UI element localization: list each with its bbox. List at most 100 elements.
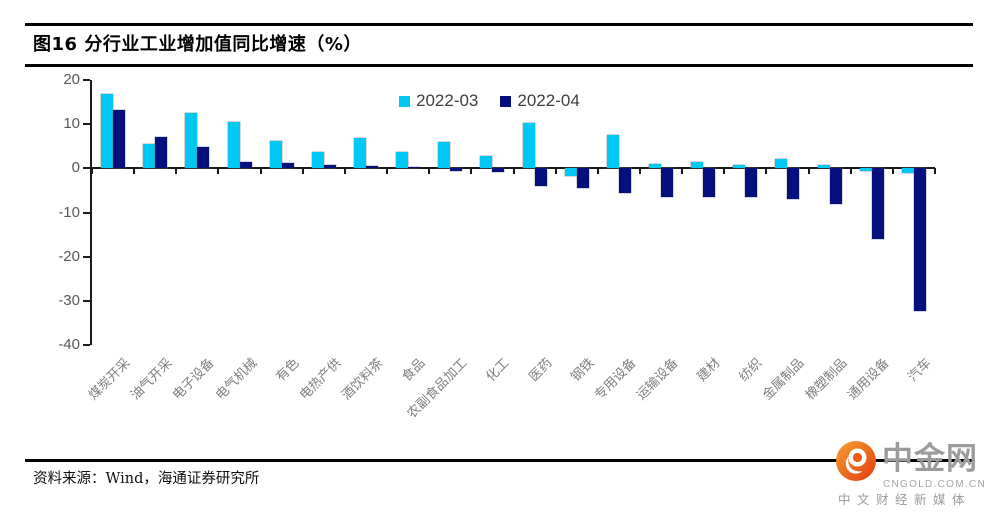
x-tick: [470, 168, 473, 175]
x-tick: [849, 168, 852, 175]
legend-item-2022-04: 2022-04: [500, 91, 580, 111]
bar-2022-04: [829, 168, 842, 205]
x-tick: [91, 168, 93, 175]
y-tick-label: -10: [58, 203, 80, 221]
legend-item-2022-03: 2022-03: [399, 91, 478, 111]
bar-2022-03: [396, 151, 409, 169]
legend-label-2022-04: 2022-04: [517, 91, 580, 110]
bar-2022-03: [353, 137, 366, 169]
x-category-label: 专用设备: [591, 355, 640, 404]
bar-2022-04: [239, 162, 252, 169]
x-category-label: 煤炭开采: [86, 355, 134, 404]
x-category-label: 酒饮料茶: [339, 355, 387, 404]
bar-2022-04: [787, 168, 800, 199]
x-tick: [638, 168, 641, 175]
y-tick-label: -30: [58, 291, 80, 309]
y-tick: [83, 211, 90, 214]
x-category-label: 电热产供: [296, 355, 345, 404]
logo-tagline: 中文财经新媒体: [838, 493, 972, 507]
y-tick-label: -40: [58, 336, 80, 353]
bar-2022-04: [745, 168, 758, 198]
x-category-label: 运输设备: [634, 355, 682, 404]
x-tick: [133, 168, 136, 175]
x-tick: [512, 168, 515, 175]
legend-swatch-2022-04: [500, 95, 512, 107]
x-tick: [681, 168, 684, 175]
bar-2022-04: [197, 146, 210, 169]
figure-title: 图16 分行业工业增加值同比增速（%）: [33, 34, 362, 55]
bar-2022-04: [534, 168, 547, 186]
y-tick: [83, 123, 90, 126]
x-category-label: 通用设备: [844, 355, 893, 404]
x-tick: [934, 168, 936, 175]
bar-2022-03: [101, 94, 114, 169]
bar-2022-04: [408, 166, 421, 169]
x-category-label: 橡塑制品: [802, 355, 851, 404]
bar-2022-04: [450, 168, 463, 171]
bar-2022-03: [185, 112, 198, 169]
bar-2022-04: [703, 168, 716, 197]
cngold-logo-icon: [836, 441, 876, 481]
bar-2022-03: [859, 168, 872, 172]
x-tick: [723, 168, 726, 175]
bar-2022-03: [733, 164, 746, 169]
x-tick: [765, 168, 768, 175]
bar-2022-04: [913, 168, 926, 311]
bar-2022-03: [691, 161, 704, 169]
bar-2022-03: [649, 163, 662, 169]
source-note: 资料来源：Wind，海通证券研究所: [33, 471, 260, 487]
x-tick: [259, 168, 262, 175]
x-category-label: 建材: [694, 355, 724, 385]
x-tick: [175, 168, 178, 175]
bar-2022-04: [113, 109, 126, 169]
top-divider: [25, 23, 973, 26]
x-tick: [891, 168, 894, 175]
x-category-label: 电气机械: [212, 355, 260, 404]
x-category-label: 钢铁: [568, 355, 598, 385]
bar-2022-03: [817, 164, 830, 169]
bar-2022-04: [576, 168, 589, 188]
y-tick-label: 20: [63, 71, 80, 88]
x-tick: [217, 168, 220, 175]
x-category-label: 油气开采: [128, 355, 176, 404]
x-category-label: 金属制品: [760, 355, 808, 404]
y-axis: [90, 80, 92, 345]
x-tick: [386, 168, 389, 175]
bar-2022-03: [227, 121, 240, 169]
y-tick-label: -20: [58, 247, 80, 265]
x-tick: [428, 168, 431, 175]
x-tick: [343, 168, 346, 175]
x-tick: [596, 168, 599, 175]
x-category-label: 化工: [483, 355, 513, 385]
bar-2022-03: [311, 151, 324, 169]
bar-2022-03: [438, 142, 451, 169]
bar-2022-03: [269, 140, 282, 169]
footer-divider: [25, 459, 973, 462]
bar-2022-03: [143, 144, 156, 169]
legend-label-2022-03: 2022-03: [416, 91, 479, 110]
x-tick: [554, 168, 557, 175]
x-category-label: 食品: [399, 355, 429, 385]
x-category-label: 有色: [273, 355, 303, 385]
bar-2022-03: [480, 155, 493, 169]
chart-legend: 2022-03 2022-04: [399, 91, 580, 111]
bar-2022-03: [901, 168, 914, 173]
y-tick: [83, 299, 90, 302]
x-tick: [807, 168, 810, 175]
bar-2022-04: [365, 166, 378, 169]
bar-2022-03: [606, 135, 619, 169]
bar-2022-04: [871, 168, 884, 239]
y-tick-label: 10: [63, 115, 80, 133]
bar-2022-04: [618, 168, 631, 194]
bar-2022-03: [564, 168, 577, 177]
x-tick: [301, 168, 304, 175]
x-category-label: 汽车: [905, 355, 935, 385]
x-category-label: 纺织: [736, 355, 766, 385]
x-category-label: 医药: [525, 355, 555, 385]
y-tick: [83, 79, 90, 81]
bar-2022-03: [775, 159, 788, 169]
bar-2022-03: [522, 123, 535, 169]
x-category-label: 电子设备: [170, 355, 218, 404]
y-tick: [83, 167, 90, 170]
